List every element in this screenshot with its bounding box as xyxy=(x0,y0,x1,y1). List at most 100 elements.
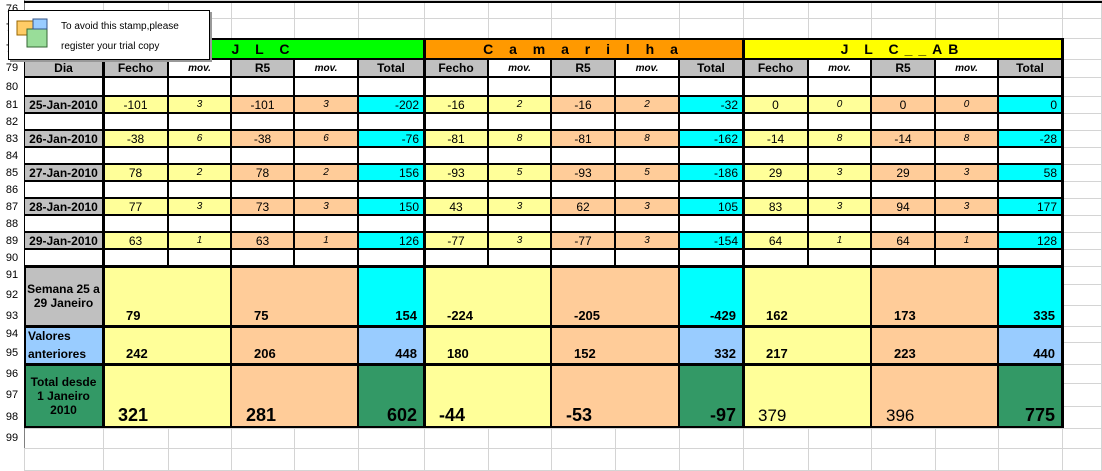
column-header-total[interactable]: Total xyxy=(998,59,1062,77)
group-header[interactable]: C a m a r i l h a xyxy=(424,38,743,59)
summary-value[interactable]: 79 xyxy=(103,266,231,326)
blank-cell[interactable] xyxy=(871,181,935,198)
data-cell[interactable]: 73 xyxy=(231,198,294,215)
data-cell[interactable]: -32 xyxy=(679,96,743,113)
blank-cell[interactable] xyxy=(424,215,488,232)
data-cell[interactable]: 6 xyxy=(294,130,358,147)
summary-value[interactable]: -224 xyxy=(424,266,551,326)
blank-cell[interactable] xyxy=(488,147,551,164)
data-cell[interactable]: 8 xyxy=(488,130,551,147)
column-header-mov[interactable]: mov. xyxy=(168,59,231,77)
blank-cell[interactable] xyxy=(551,181,615,198)
summary-value[interactable]: 332 xyxy=(679,326,743,364)
data-cell[interactable]: 58 xyxy=(998,164,1062,181)
summary-value[interactable]: -44 xyxy=(424,364,551,428)
blank-cell[interactable] xyxy=(808,77,871,96)
blank-cell[interactable] xyxy=(743,113,808,130)
data-cell[interactable]: -77 xyxy=(424,232,488,249)
row-header[interactable]: 99 xyxy=(0,428,25,448)
blank-cell[interactable] xyxy=(615,147,679,164)
blank-cell[interactable] xyxy=(679,215,743,232)
row-header[interactable]: 97 xyxy=(0,383,25,406)
column-header-total[interactable]: Total xyxy=(358,59,424,77)
blank-cell[interactable] xyxy=(168,113,231,130)
blank-cell[interactable] xyxy=(294,215,358,232)
column-header-mov[interactable]: mov. xyxy=(935,59,998,77)
row-header[interactable]: 80 xyxy=(0,77,25,96)
column-header-mov[interactable]: mov. xyxy=(808,59,871,77)
row-header[interactable]: 98 xyxy=(0,406,25,428)
data-cell[interactable]: -16 xyxy=(424,96,488,113)
blank-cell[interactable] xyxy=(808,113,871,130)
data-cell[interactable]: -93 xyxy=(424,164,488,181)
column-header-r5[interactable]: R5 xyxy=(871,59,935,77)
data-cell[interactable]: 29 xyxy=(743,164,808,181)
group-header[interactable]: J L C__AB xyxy=(743,38,1062,59)
data-cell[interactable]: 64 xyxy=(871,232,935,249)
data-cell[interactable]: -162 xyxy=(679,130,743,147)
data-cell[interactable]: 5 xyxy=(615,164,679,181)
data-cell[interactable]: 3 xyxy=(294,198,358,215)
blank-cell[interactable] xyxy=(615,77,679,96)
blank-cell[interactable] xyxy=(551,249,615,266)
data-cell[interactable]: 177 xyxy=(998,198,1062,215)
blank-cell[interactable] xyxy=(679,147,743,164)
summary-value[interactable]: 775 xyxy=(998,364,1062,428)
row-header[interactable]: 89 xyxy=(0,232,25,249)
data-cell[interactable]: 3 xyxy=(808,164,871,181)
data-cell[interactable]: -81 xyxy=(424,130,488,147)
data-cell[interactable]: 3 xyxy=(488,198,551,215)
data-cell[interactable]: 0 xyxy=(743,96,808,113)
summary-value[interactable]: 396 xyxy=(871,364,998,428)
blank-cell[interactable] xyxy=(808,215,871,232)
blank-cell[interactable] xyxy=(358,77,424,96)
row-header[interactable]: 83 xyxy=(0,130,25,147)
blank-cell[interactable] xyxy=(231,249,294,266)
summary-value[interactable]: 173 xyxy=(871,266,998,326)
data-cell[interactable]: -77 xyxy=(551,232,615,249)
blank-cell[interactable] xyxy=(168,215,231,232)
row-header[interactable]: 85 xyxy=(0,164,25,181)
data-cell[interactable]: 2 xyxy=(168,164,231,181)
blank-cell[interactable] xyxy=(998,77,1062,96)
data-cell[interactable]: -186 xyxy=(679,164,743,181)
data-cell[interactable]: -14 xyxy=(743,130,808,147)
data-cell[interactable]: -76 xyxy=(358,130,424,147)
blank-cell[interactable] xyxy=(358,215,424,232)
blank-cell[interactable] xyxy=(294,77,358,96)
data-cell[interactable]: -101 xyxy=(103,96,168,113)
blank-cell[interactable] xyxy=(743,77,808,96)
data-cell[interactable]: 0 xyxy=(998,96,1062,113)
data-cell[interactable]: 3 xyxy=(935,198,998,215)
data-cell[interactable]: 2 xyxy=(294,164,358,181)
date-cell[interactable]: 26-Jan-2010 xyxy=(24,130,103,147)
row-header[interactable]: 87 xyxy=(0,198,25,215)
summary-value[interactable]: 180 xyxy=(424,326,551,364)
blank-cell[interactable] xyxy=(935,77,998,96)
blank-cell[interactable] xyxy=(358,181,424,198)
summary-label[interactable]: Valores anteriores xyxy=(24,326,103,364)
blank-cell[interactable] xyxy=(358,249,424,266)
blank-cell[interactable] xyxy=(679,113,743,130)
blank-cell[interactable] xyxy=(551,215,615,232)
blank-cell[interactable] xyxy=(615,113,679,130)
blank-cell[interactable] xyxy=(743,215,808,232)
summary-label[interactable]: Semana 25 a 29 Janeiro xyxy=(24,266,103,326)
blank-cell[interactable] xyxy=(24,77,103,96)
blank-cell[interactable] xyxy=(871,147,935,164)
blank-cell[interactable] xyxy=(168,181,231,198)
row-header[interactable]: 90 xyxy=(0,249,25,266)
blank-cell[interactable] xyxy=(743,147,808,164)
data-cell[interactable]: -28 xyxy=(998,130,1062,147)
data-cell[interactable]: 1 xyxy=(935,232,998,249)
blank-cell[interactable] xyxy=(551,77,615,96)
column-header-fecho[interactable]: Fecho xyxy=(103,59,168,77)
data-cell[interactable]: 3 xyxy=(488,232,551,249)
blank-cell[interactable] xyxy=(294,249,358,266)
data-cell[interactable]: -38 xyxy=(103,130,168,147)
column-header-mov[interactable]: mov. xyxy=(294,59,358,77)
data-cell[interactable]: 6 xyxy=(168,130,231,147)
blank-cell[interactable] xyxy=(998,113,1062,130)
column-header-r5[interactable]: R5 xyxy=(551,59,615,77)
blank-cell[interactable] xyxy=(871,215,935,232)
